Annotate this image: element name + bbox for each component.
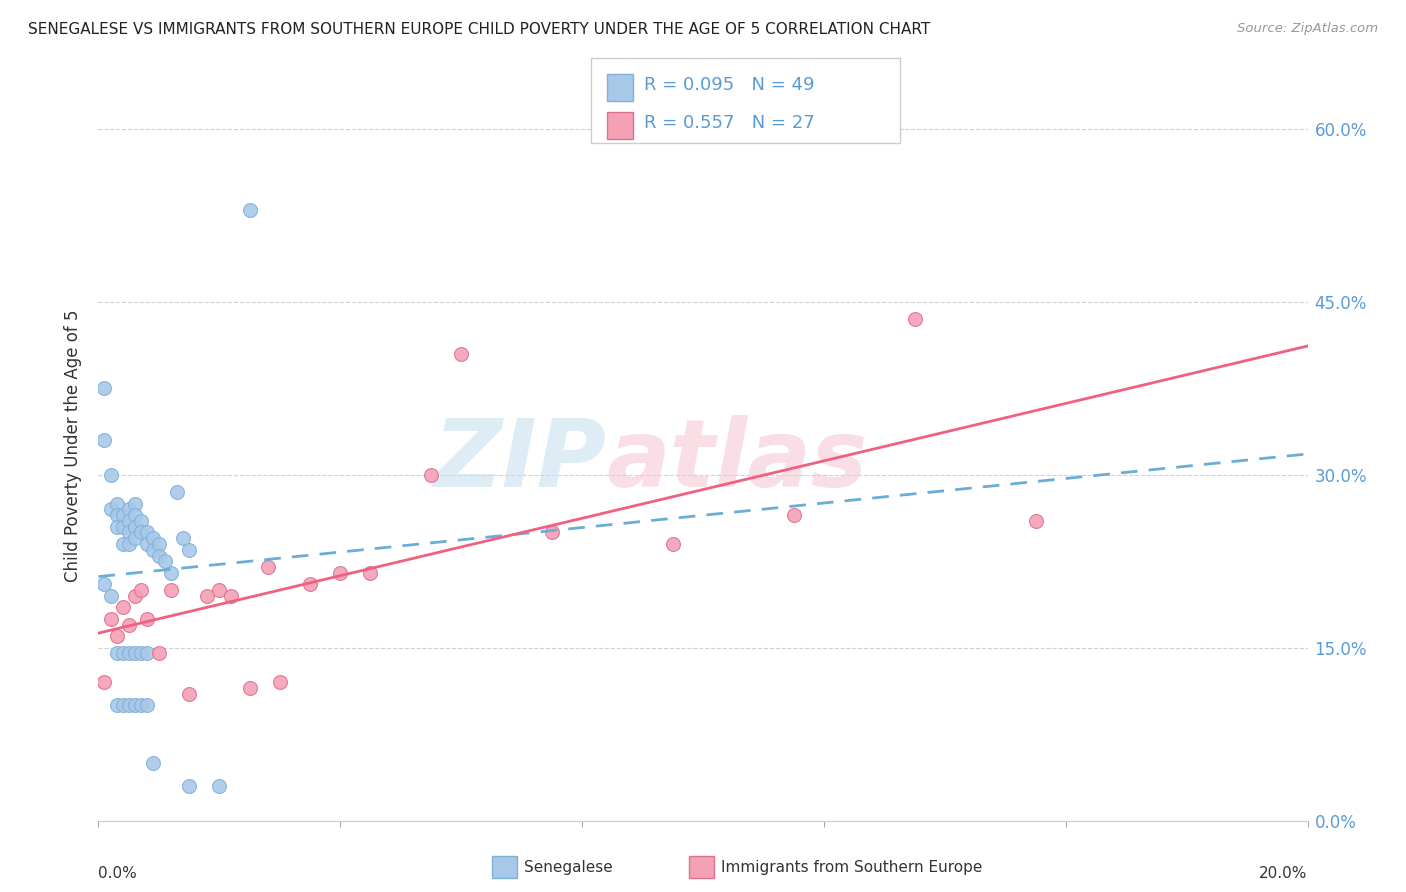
Point: [142, 542, 165, 557]
Point: [256, 560, 278, 574]
Point: [153, 554, 176, 568]
Point: [783, 508, 806, 523]
Point: [124, 589, 146, 603]
Text: atlas: atlas: [606, 415, 868, 507]
Point: [239, 202, 262, 217]
Point: [166, 485, 188, 500]
Point: [105, 647, 128, 661]
Text: ZIP: ZIP: [433, 415, 606, 507]
Point: [100, 612, 122, 626]
Point: [100, 467, 122, 482]
Text: Source: ZipAtlas.com: Source: ZipAtlas.com: [1237, 22, 1378, 36]
Text: 20.0%: 20.0%: [1260, 865, 1308, 880]
Point: [111, 647, 134, 661]
Point: [160, 566, 183, 580]
Point: [105, 497, 128, 511]
Point: [195, 589, 218, 603]
Point: [118, 698, 141, 713]
Point: [93, 381, 115, 395]
Text: 0.0%: 0.0%: [98, 865, 138, 880]
Point: [129, 514, 152, 528]
Point: [1024, 514, 1046, 528]
Point: [135, 612, 157, 626]
Point: [179, 542, 201, 557]
Point: [93, 675, 115, 690]
Point: [124, 531, 146, 545]
Point: [148, 537, 170, 551]
Point: [105, 629, 128, 643]
Text: R = 0.557   N = 27: R = 0.557 N = 27: [644, 114, 814, 132]
Point: [239, 681, 262, 695]
Point: [208, 779, 231, 793]
Text: R = 0.095   N = 49: R = 0.095 N = 49: [644, 76, 814, 94]
Point: [129, 525, 152, 540]
Point: [129, 583, 152, 598]
Point: [124, 497, 146, 511]
Point: [118, 537, 141, 551]
Point: [904, 312, 927, 326]
Point: [360, 566, 382, 580]
Point: [118, 647, 141, 661]
Point: [172, 531, 194, 545]
Y-axis label: Child Poverty Under the Age of 5: Child Poverty Under the Age of 5: [65, 310, 83, 582]
Point: [124, 508, 146, 523]
Text: Senegalese: Senegalese: [524, 860, 613, 874]
Point: [221, 589, 243, 603]
Point: [111, 698, 134, 713]
Point: [299, 577, 322, 591]
Point: [93, 577, 115, 591]
Point: [105, 508, 128, 523]
Point: [540, 525, 562, 540]
Point: [135, 525, 157, 540]
Point: [129, 647, 152, 661]
Point: [135, 647, 157, 661]
Point: [111, 508, 134, 523]
Point: [179, 687, 201, 701]
Point: [111, 519, 134, 533]
Point: [105, 698, 128, 713]
Point: [179, 779, 201, 793]
Point: [100, 589, 122, 603]
Point: [124, 698, 146, 713]
Point: [124, 647, 146, 661]
Point: [111, 600, 134, 615]
Point: [111, 537, 134, 551]
Point: [118, 502, 141, 516]
Text: Immigrants from Southern Europe: Immigrants from Southern Europe: [721, 860, 983, 874]
Point: [129, 698, 152, 713]
Point: [148, 549, 170, 563]
Point: [118, 525, 141, 540]
Point: [142, 531, 165, 545]
Point: [329, 566, 352, 580]
Point: [160, 583, 183, 598]
Point: [269, 675, 291, 690]
Point: [100, 502, 122, 516]
Text: SENEGALESE VS IMMIGRANTS FROM SOUTHERN EUROPE CHILD POVERTY UNDER THE AGE OF 5 C: SENEGALESE VS IMMIGRANTS FROM SOUTHERN E…: [28, 22, 931, 37]
Point: [148, 647, 170, 661]
Point: [105, 519, 128, 533]
Point: [135, 537, 157, 551]
Point: [118, 514, 141, 528]
Point: [661, 537, 683, 551]
Point: [142, 756, 165, 770]
Point: [124, 519, 146, 533]
Point: [93, 434, 115, 448]
Point: [450, 347, 472, 361]
Point: [420, 467, 443, 482]
Point: [118, 617, 141, 632]
Point: [208, 583, 231, 598]
Point: [135, 698, 157, 713]
